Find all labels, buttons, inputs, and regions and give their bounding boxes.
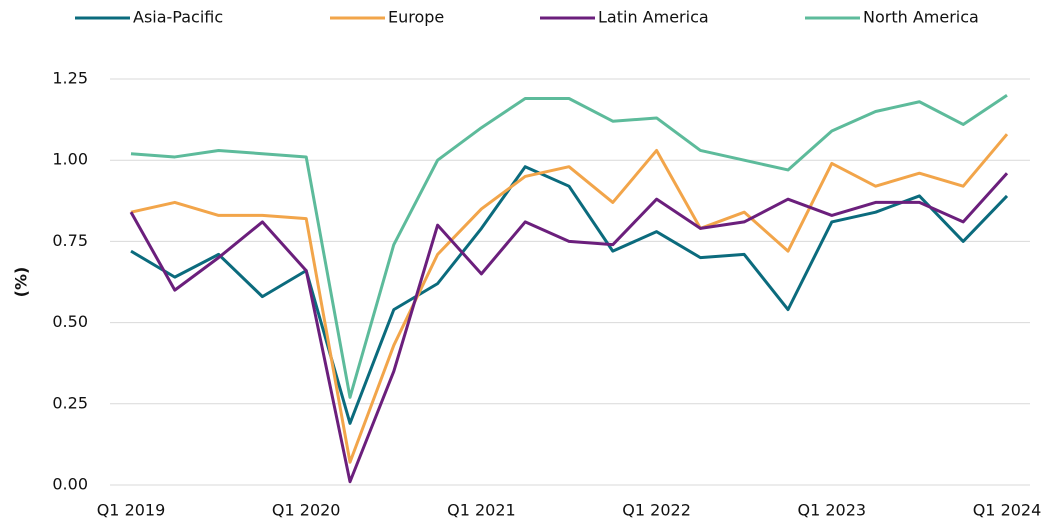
series-line (130, 165, 1009, 425)
y-tick-label: 0.75 (52, 231, 88, 250)
legend-label: North America (863, 8, 979, 27)
legend-label: Asia-Pacific (133, 8, 223, 27)
x-tick-label: Q1 2020 (272, 501, 341, 520)
x-tick-label: Q1 2019 (97, 501, 166, 520)
y-tick-label: 0.50 (52, 312, 88, 331)
x-tick-label: Q1 2022 (622, 501, 691, 520)
legend-label: Europe (388, 8, 444, 27)
y-tick-label: 1.25 (52, 69, 88, 88)
x-tick-label: Q1 2024 (973, 501, 1042, 520)
y-tick-label: 0.25 (52, 393, 88, 412)
y-axis-label: (%) (12, 267, 31, 298)
legend-label: Latin America (598, 8, 709, 27)
series-line (130, 93, 1008, 399)
series-line (129, 172, 1009, 484)
series-line (130, 133, 1009, 464)
y-tick-label: 0.00 (52, 475, 88, 494)
x-tick-label: Q1 2023 (798, 501, 867, 520)
y-tick-label: 1.00 (52, 150, 88, 169)
x-tick-label: Q1 2021 (447, 501, 516, 520)
